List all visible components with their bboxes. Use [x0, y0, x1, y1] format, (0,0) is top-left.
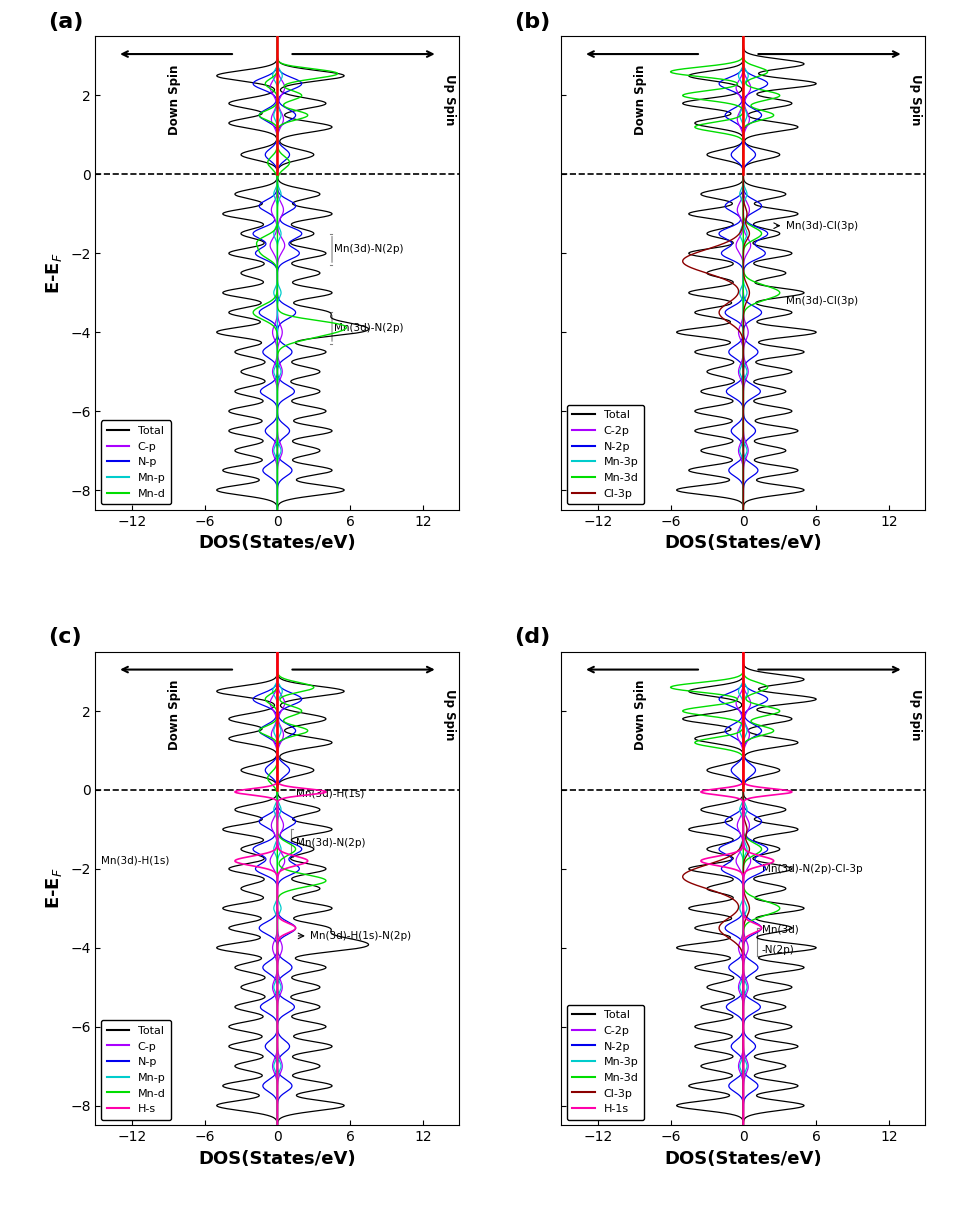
- Legend: Total, C-p, N-p, Mn-p, Mn-d: Total, C-p, N-p, Mn-p, Mn-d: [101, 420, 171, 505]
- Legend: Total, C-2p, N-2p, Mn-3p, Mn-3d, Cl-3p, H-1s: Total, C-2p, N-2p, Mn-3p, Mn-3d, Cl-3p, …: [566, 1004, 643, 1119]
- Text: (a): (a): [48, 12, 83, 31]
- Legend: Total, C-p, N-p, Mn-p, Mn-d, H-s: Total, C-p, N-p, Mn-p, Mn-d, H-s: [101, 1020, 171, 1119]
- Text: Up Spin: Up Spin: [443, 74, 456, 125]
- Text: Mn(3d)-N(2p)-Cl-3p: Mn(3d)-N(2p)-Cl-3p: [760, 864, 862, 874]
- Text: Mn(3d): Mn(3d): [760, 924, 798, 935]
- Text: Mn(3d)-N(2p): Mn(3d)-N(2p): [335, 244, 403, 254]
- Text: Up Spin: Up Spin: [908, 74, 922, 125]
- X-axis label: DOS(States/eV): DOS(States/eV): [664, 534, 821, 552]
- X-axis label: DOS(States/eV): DOS(States/eV): [664, 1150, 821, 1168]
- Text: Down Spin: Down Spin: [633, 64, 646, 134]
- X-axis label: DOS(States/eV): DOS(States/eV): [198, 534, 355, 552]
- Legend: Total, C-2p, N-2p, Mn-3p, Mn-3d, Cl-3p: Total, C-2p, N-2p, Mn-3p, Mn-3d, Cl-3p: [566, 404, 643, 505]
- Text: Mn(3d)-Cl(3p): Mn(3d)-Cl(3p): [785, 295, 857, 306]
- Text: Mn(3d)-N(2p): Mn(3d)-N(2p): [295, 839, 365, 848]
- Text: Up Spin: Up Spin: [443, 690, 456, 741]
- Text: (c): (c): [48, 627, 82, 647]
- Text: Mn(3d)-H(1s): Mn(3d)-H(1s): [101, 855, 170, 866]
- Text: Down Spin: Down Spin: [168, 680, 180, 750]
- Text: Mn(3d)-H(1s): Mn(3d)-H(1s): [295, 789, 364, 799]
- Text: -N(2p): -N(2p): [760, 945, 794, 955]
- Text: Mn(3d)-N(2p): Mn(3d)-N(2p): [335, 323, 403, 333]
- X-axis label: DOS(States/eV): DOS(States/eV): [198, 1150, 355, 1168]
- Text: Down Spin: Down Spin: [168, 64, 180, 134]
- Text: Up Spin: Up Spin: [908, 690, 922, 741]
- Text: (b): (b): [514, 12, 550, 31]
- Text: Mn(3d)-H(1s)-N(2p): Mn(3d)-H(1s)-N(2p): [310, 930, 411, 941]
- Text: Mn(3d)-Cl(3p): Mn(3d)-Cl(3p): [785, 220, 857, 231]
- Text: Down Spin: Down Spin: [633, 680, 646, 750]
- Y-axis label: E-E$_F$: E-E$_F$: [45, 868, 65, 910]
- Text: (d): (d): [514, 627, 550, 647]
- Y-axis label: E-E$_F$: E-E$_F$: [45, 252, 65, 294]
